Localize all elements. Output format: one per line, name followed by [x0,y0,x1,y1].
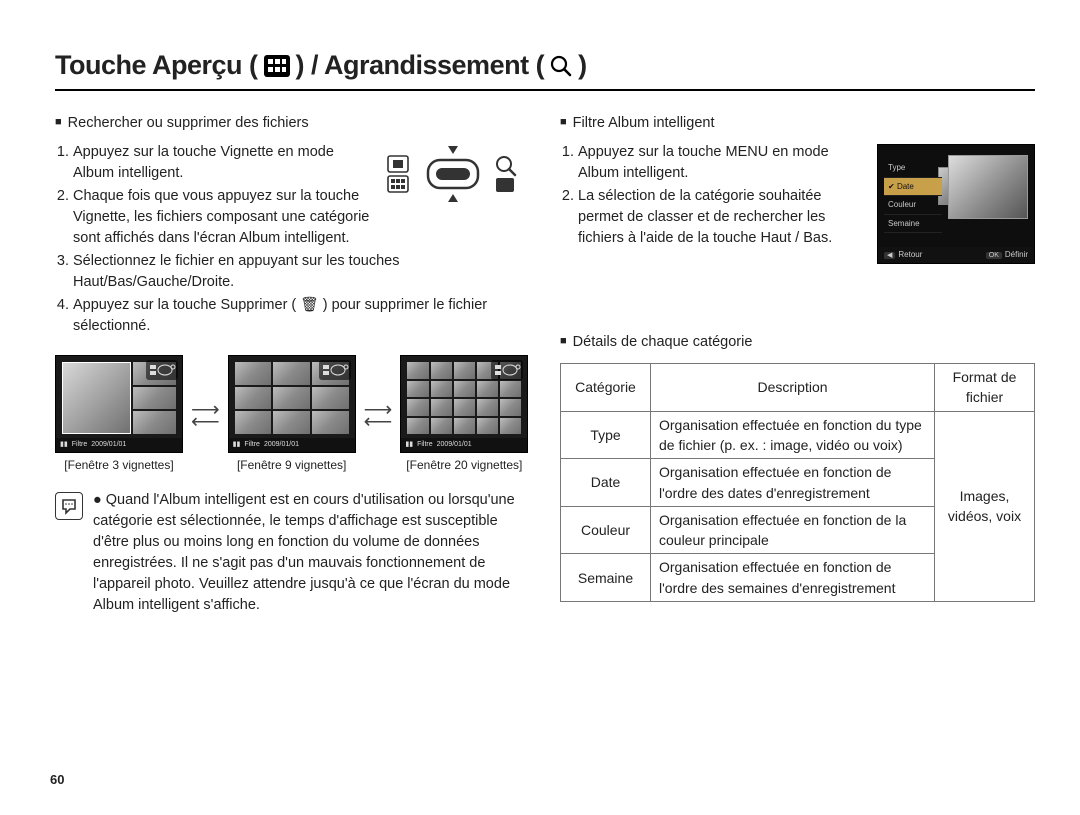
title-part3: ) [578,50,587,81]
details-heading: ■ Détails de chaque catégorie [560,332,1035,353]
note-icon [55,492,83,520]
menu-item-type: Type [884,159,942,178]
details-heading-text: Détails de chaque catégorie [573,332,753,353]
menu-item-date: ✔ Date [884,178,942,197]
note-text: ●Quand l'Album intelligent est en cours … [93,490,530,616]
left-step-3: Sélectionnez le fichier en appuyant sur … [73,251,530,293]
category-table: Catégorie Description Format de fichier … [560,363,1035,602]
table-row: Type Organisation effectuée en fonction … [561,411,1035,459]
square-bullet-icon: ■ [55,115,62,131]
title-part2: ) / Agrandissement ( [296,50,545,81]
table-header-format: Format de fichier [935,364,1035,412]
arrow-between-icon: ⟶⟵ [191,404,220,428]
page-title: Touche Aperçu ( ) / Agrandissement ( ) [55,50,1035,91]
menu-list: Type ✔ Date Couleur Semaine [884,159,942,233]
thumb-3-caption: Fenêtre 3 vignettes [62,457,175,474]
thumb-3-block: ▮▮Filtre2009/01/01 Fenêtre 3 vignettes [55,355,183,476]
thumbnail-icon [264,55,290,77]
square-bullet-icon: ■ [560,334,567,350]
menu-item-semaine: Semaine [884,215,942,234]
zoom-mini-icon [491,360,523,380]
square-bullet-icon: ■ [560,115,567,131]
left-heading: ■ Rechercher ou supprimer des fichiers [55,113,530,134]
thumb-20-screen: ▮▮Filtre2009/01/01 [400,355,528,453]
table-header-category: Catégorie [561,364,651,412]
zoom-mini-icon [319,360,351,380]
page-number: 60 [50,772,64,787]
note-box: ●Quand l'Album intelligent est en cours … [55,490,530,616]
arrow-between-icon: ⟶⟵ [364,404,393,428]
thumb-9-block: ▮▮Filtre2009/01/01 Fenêtre 9 vignettes [228,355,356,476]
thumb-20-caption: Fenêtre 20 vignettes [404,457,524,474]
magnify-icon [550,55,572,77]
right-column: ■ Filtre Album intelligent Type ✔ Date C… [560,113,1035,616]
thumb-9-screen: ▮▮Filtre2009/01/01 [228,355,356,453]
title-part1: Touche Aperçu ( [55,50,258,81]
thumb-3-screen: ▮▮Filtre2009/01/01 [55,355,183,453]
right-heading: ■ Filtre Album intelligent [560,113,1035,134]
thumb-9-caption: Fenêtre 9 vignettes [235,457,348,474]
zoom-mini-icon [146,360,178,380]
menu-screenshot: Type ✔ Date Couleur Semaine ◀Retour OKDé… [877,144,1035,264]
table-header-description: Description [651,364,935,412]
table-format-cell: Images, vidéos, voix [935,411,1035,601]
thumbnails-row: ▮▮Filtre2009/01/01 Fenêtre 3 vignettes ⟶… [55,355,530,476]
left-column: ■ Rechercher ou supprimer des fichiers [55,113,530,616]
left-heading-text: Rechercher ou supprimer des fichiers [68,113,309,134]
thumb-20-block: ▮▮Filtre2009/01/01 Fenêtre 20 vignettes [400,355,528,476]
right-heading-text: Filtre Album intelligent [573,113,715,134]
left-step-4: Appuyez sur la touche Supprimer ( 🗑 ) po… [73,295,530,337]
zoom-lever-diagram [380,146,530,209]
menu-item-couleur: Couleur [884,196,942,215]
